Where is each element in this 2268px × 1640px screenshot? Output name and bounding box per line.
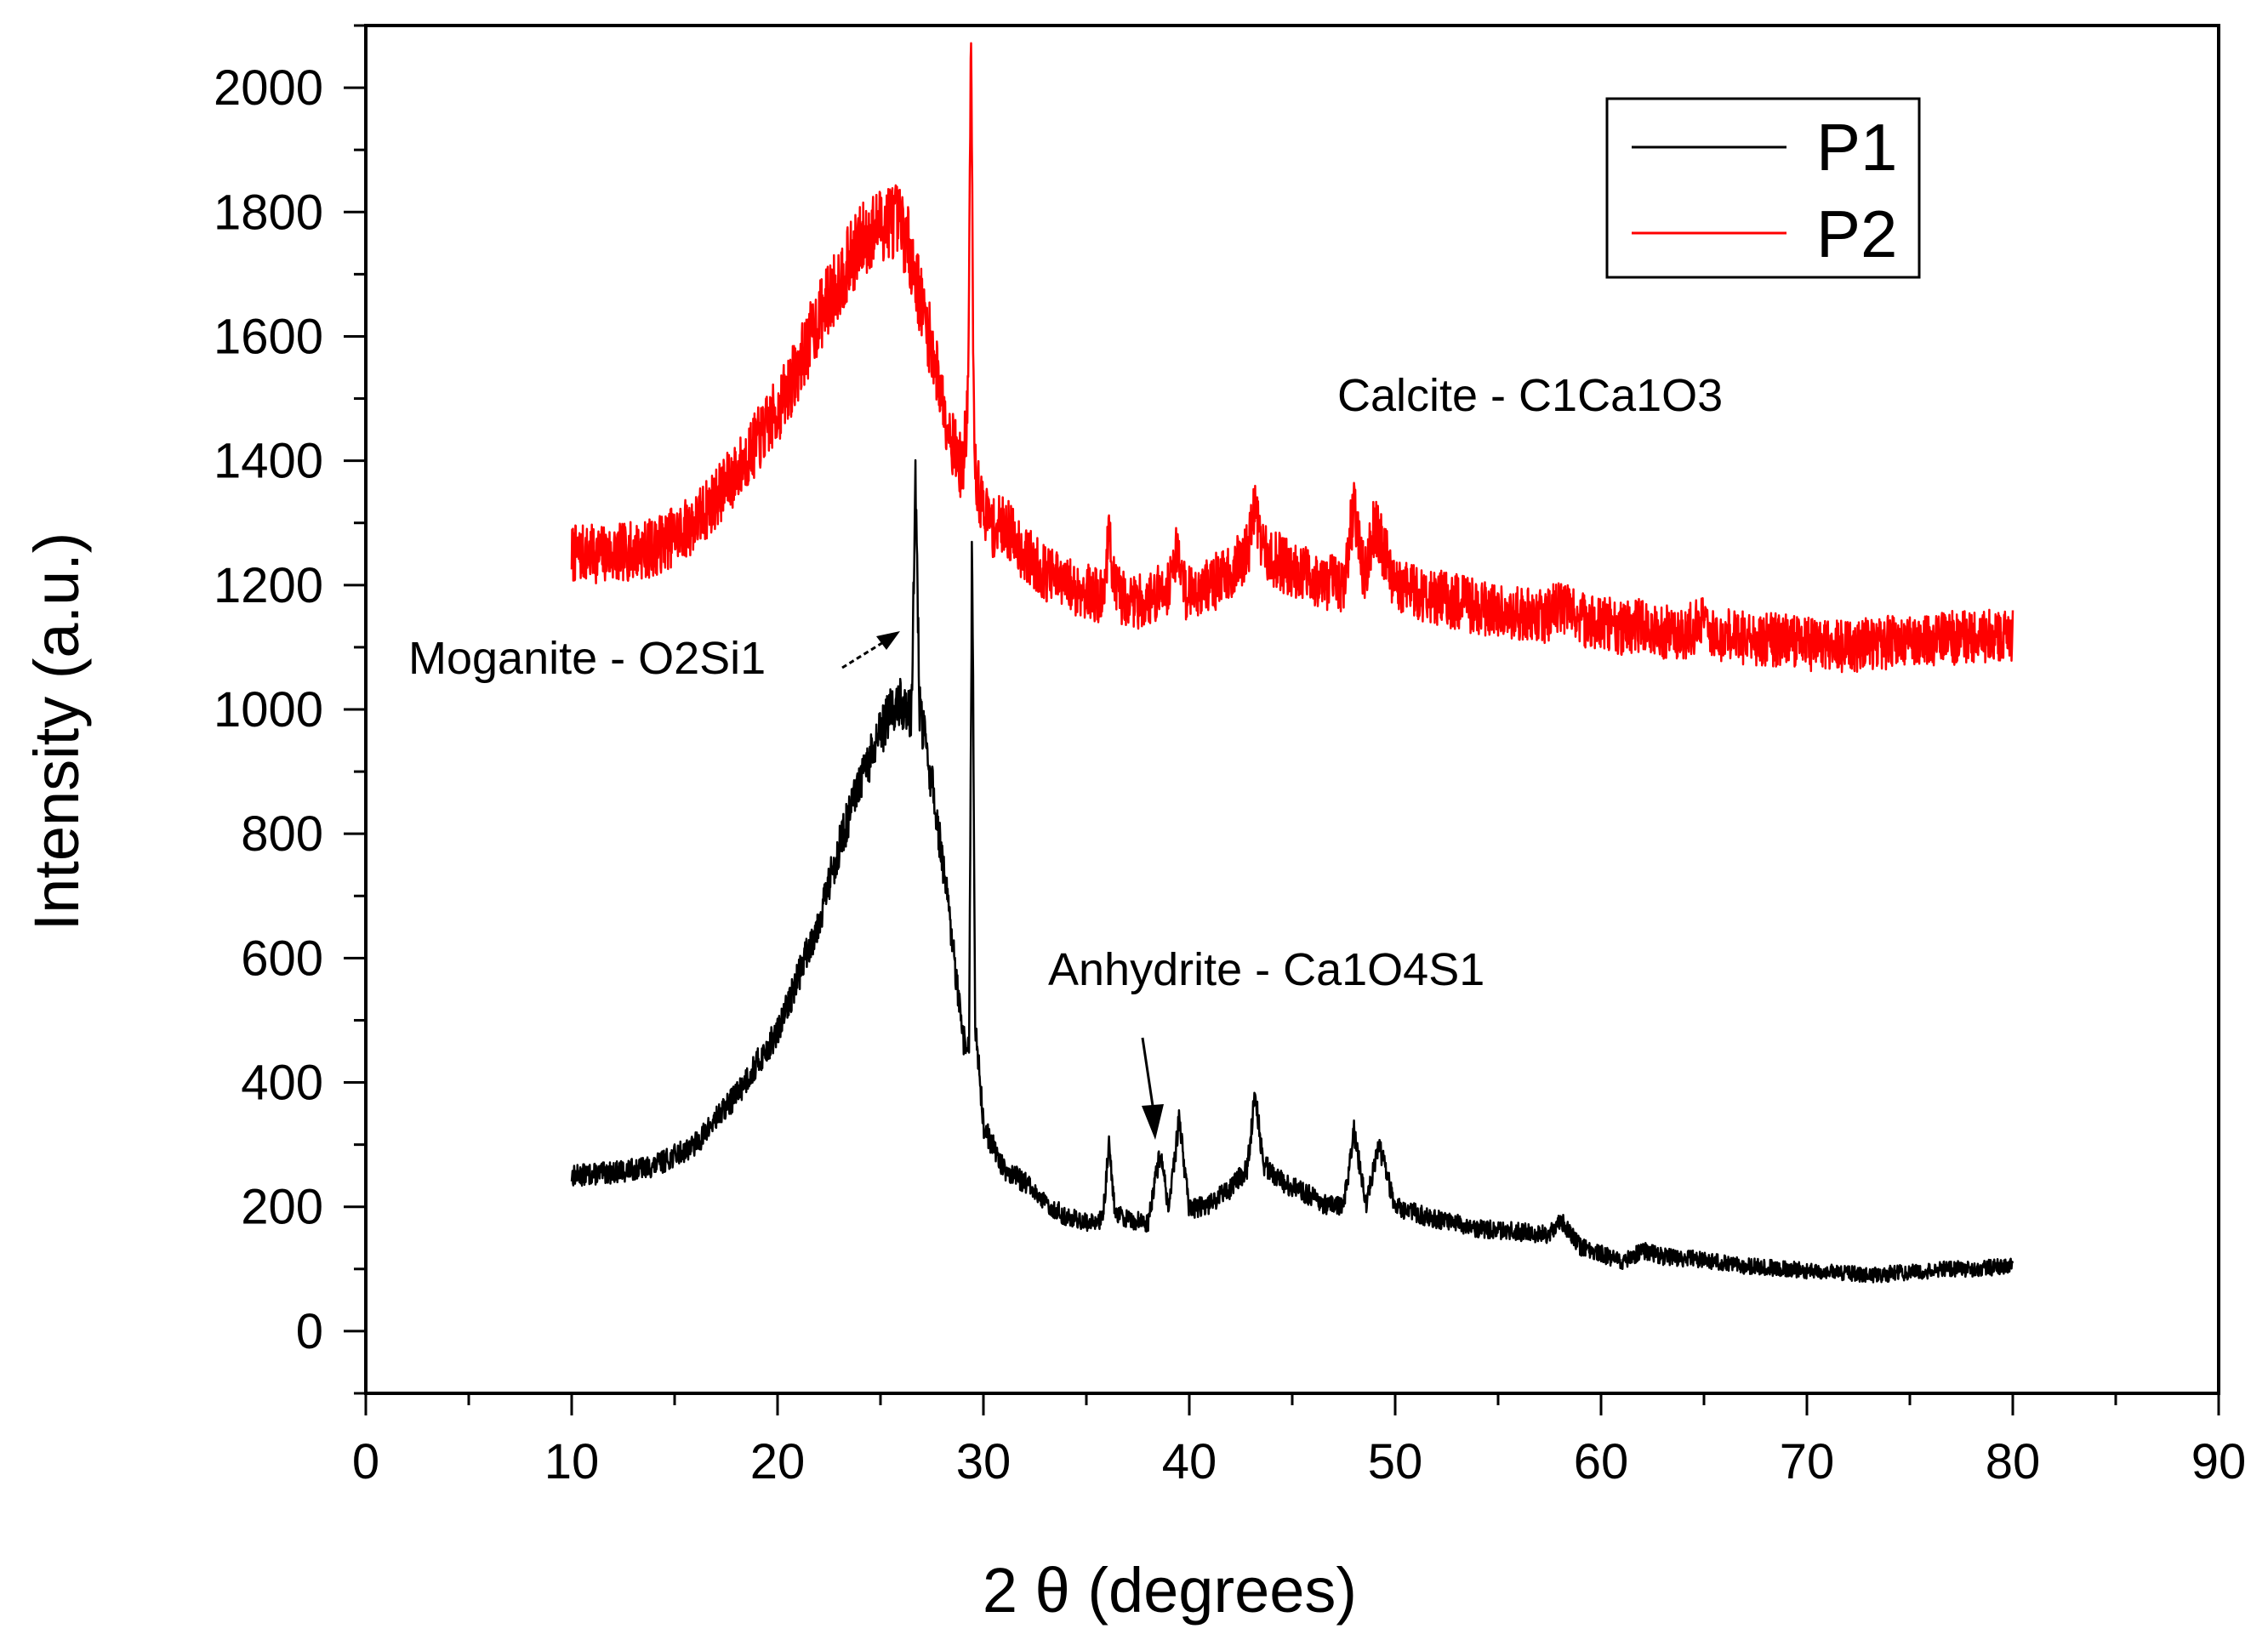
y-tick-label: 600 [241, 931, 323, 986]
x-tick-label: 50 [1368, 1434, 1423, 1489]
x-tick-label: 70 [1780, 1434, 1835, 1489]
series-p1-line [570, 458, 2014, 1284]
y-tick-label: 1000 [214, 682, 323, 737]
legend-label-p1: P1 [1816, 110, 1897, 185]
annotation-moganite: Moganite - O2Si1 [408, 633, 766, 684]
y-tick-label: 400 [241, 1056, 323, 1111]
annotation-anhydrite: Anhydrite - Ca1O4S1 [1048, 944, 1484, 995]
y-tick-label: 800 [241, 806, 323, 862]
y-axis-ticks: 0 200 400 600 800 1000 1200 1400 1600 1800 2000 [214, 24, 366, 1395]
x-axis-title: 2 θ (degrees) [983, 1555, 1357, 1626]
x-tick-label: 90 [2191, 1434, 2247, 1489]
y-tick-label: 0 [296, 1304, 323, 1359]
annotation-arrow-anhydrite [1141, 1037, 1164, 1140]
x-tick-label: 80 [1986, 1434, 2041, 1489]
annotation-calcite: Calcite - C1Ca1O3 [1337, 370, 1723, 421]
legend-box [1605, 97, 1921, 279]
y-tick-label: 1400 [214, 434, 323, 489]
x-axis-ticks: 0 10 20 30 40 50 60 70 80 90 [352, 1393, 2246, 1489]
y-tick-label: 1600 [214, 309, 323, 364]
x-tick-label: 30 [956, 1434, 1011, 1489]
legend-label-p2: P2 [1816, 196, 1897, 271]
x-tick-label: 40 [1162, 1434, 1217, 1489]
x-tick-label: 10 [544, 1434, 600, 1489]
annotation-arrow-moganite [841, 631, 900, 669]
series-p2-line [570, 42, 2014, 674]
y-tick-label: 2000 [214, 60, 323, 116]
y-tick-label: 1800 [214, 185, 323, 240]
x-tick-label: 60 [1574, 1434, 1629, 1489]
y-axis-title: Intensity (a.u.) [21, 532, 92, 931]
x-tick-label: 20 [750, 1434, 806, 1489]
legend: P1 P2 [1605, 97, 1921, 279]
y-tick-label: 1200 [214, 558, 323, 613]
y-tick-label: 200 [241, 1180, 323, 1235]
x-tick-label: 0 [352, 1434, 379, 1489]
